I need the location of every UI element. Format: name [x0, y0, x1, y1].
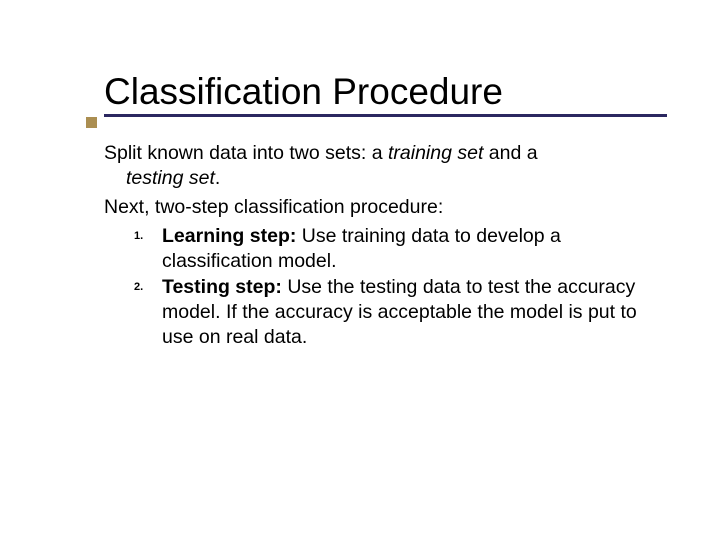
slide-title: Classification Procedure [104, 72, 662, 113]
intro-text-post: . [215, 167, 220, 189]
lead-in-text: Next, two-step classification procedure: [104, 195, 662, 220]
step-name: Testing step: [162, 276, 282, 298]
intro-text-pre: Split known data into two sets: a [104, 142, 388, 164]
list-marker: 2. [134, 280, 143, 294]
slide: Classification Procedure Split known dat… [0, 0, 720, 540]
title-block: Classification Procedure [104, 72, 662, 117]
steps-list: 1. Learning step: Use training data to d… [104, 224, 662, 351]
accent-square-icon [86, 117, 97, 128]
list-item: 2. Testing step: Use the testing data to… [134, 275, 662, 350]
intro-em-training: training set [388, 142, 483, 164]
step-name: Learning step: [162, 225, 296, 247]
list-item: 1. Learning step: Use training data to d… [134, 224, 662, 274]
intro-paragraph: Split known data into two sets: a traini… [104, 141, 662, 191]
intro-text-mid: and a [483, 142, 537, 164]
slide-body: Split known data into two sets: a traini… [104, 141, 662, 351]
intro-em-testing: testing set [126, 167, 215, 189]
list-marker: 1. [134, 229, 143, 243]
